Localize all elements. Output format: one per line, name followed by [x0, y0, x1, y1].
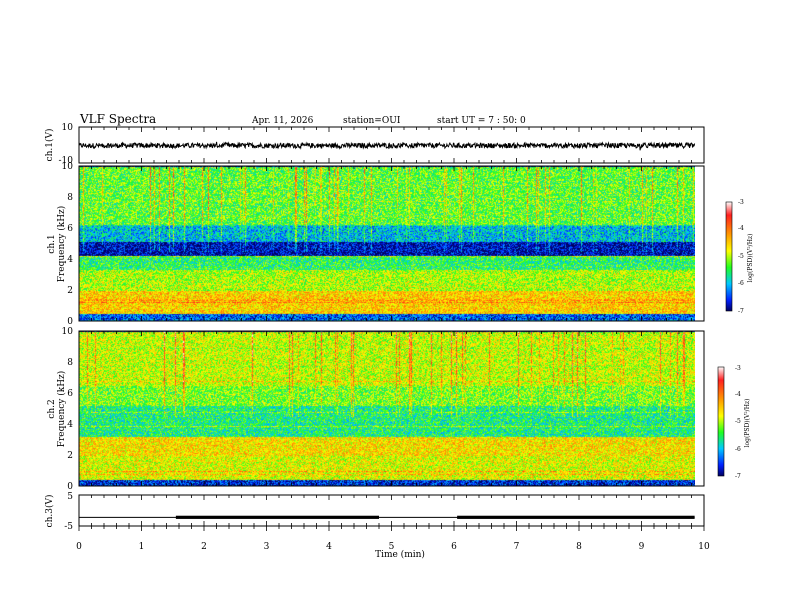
ch1-colorbar: -3 -4 -5 -6 -7 log(PSD)(V²/Hz) [725, 199, 754, 315]
ch1-spectrogram-ticks [78, 166, 705, 321]
ch2-ylabel-frequency: Frequency (kHz) [56, 371, 67, 448]
time-tick-label: 7 [514, 542, 520, 552]
ch1-cb-tick-neg5: -5 [738, 253, 744, 260]
ch2-freq-tick-4: 4 [67, 420, 73, 430]
ch2-colorbar-label: log(PSD)(V²/Hz) [744, 399, 751, 448]
time-axis-tick-labels: 0 1 2 3 4 5 6 7 8 9 10 [76, 542, 710, 552]
ch2-cb-tick-neg7: -7 [735, 473, 741, 480]
ch1-waveform-ticks [78, 127, 705, 163]
ch1-spectrogram-panel: 0 2 4 6 8 10 ch.1 Frequency (kHz) [47, 162, 705, 327]
ch2-freq-tick-2: 2 [67, 451, 73, 461]
ch1-cb-tick-neg3: -3 [738, 199, 744, 206]
time-tick-label: 9 [639, 542, 645, 552]
ch3-thick-segment [457, 515, 695, 519]
time-tick-label: 1 [139, 542, 145, 552]
ch3-ticks [78, 495, 705, 531]
ch2-freq-tick-0: 0 [67, 482, 73, 492]
ch1-freq-tick-4: 4 [67, 255, 73, 265]
station-label: station=OUI [343, 116, 401, 126]
time-tick-label: 3 [264, 542, 270, 552]
ch1-colorbar-gradient [725, 201, 733, 312]
ch2-colorbar: -3 -4 -5 -6 -7 log(PSD)(V²/Hz) [717, 365, 751, 480]
ch1-cb-tick-neg7: -7 [738, 308, 744, 315]
ch1-freq-tick-2: 2 [67, 286, 73, 296]
ch2-freq-tick-6: 6 [67, 389, 73, 399]
ch1-ylabel-top: ch.1 [47, 234, 57, 253]
ch2-ylabel-top: ch.2 [47, 399, 57, 418]
time-tick-label: 8 [576, 542, 582, 552]
time-tick-label: 10 [698, 542, 710, 552]
ch2-cb-tick-neg6: -6 [735, 446, 741, 453]
ch2-cb-tick-neg3: -3 [735, 365, 741, 372]
ch3-ytick-bottom: -5 [64, 522, 73, 532]
ch2-freq-tick-8: 8 [67, 358, 73, 368]
ch3-thick-segments [175, 515, 695, 519]
ch2-colorbar-gradient [717, 366, 725, 477]
time-tick-label: 5 [389, 542, 395, 552]
ch2-spectrogram-image [79, 331, 695, 486]
time-tick-label: 6 [451, 542, 457, 552]
ch2-freq-tick-10: 10 [62, 327, 74, 337]
time-tick-label: 4 [326, 542, 332, 552]
ch1-freq-tick-10: 10 [62, 162, 74, 172]
ch2-cb-tick-neg4: -4 [735, 391, 741, 398]
ch1-freq-tick-6: 6 [67, 224, 73, 234]
ch3-panel: 5 -5 ch.3(V) 0 1 2 3 4 5 6 7 8 9 10 Time (min) [44, 492, 710, 560]
date-label: Apr. 11, 2026 [251, 116, 314, 126]
ch3-ytick-top: 5 [67, 492, 73, 502]
ch1-ylabel: ch.1(V) [44, 129, 55, 162]
ch1-waveform-panel: 10 -10 ch.1(V) [44, 123, 705, 166]
ch1-ytick-bottom: -10 [59, 156, 74, 166]
ch2-cb-tick-neg5: -5 [735, 418, 741, 425]
start-time-label: start UT = 7 : 50: 0 [437, 116, 526, 126]
ch1-ytick-top: 10 [62, 123, 74, 133]
ch1-cb-tick-neg6: -6 [738, 280, 744, 287]
ch1-ylabel-frequency: Frequency (kHz) [56, 206, 67, 283]
ch1-waveform-line [78, 141, 696, 151]
ch2-spectrogram-ticks [78, 331, 705, 486]
ch3-thick-segment [175, 515, 379, 519]
ch2-spectrogram-panel: 0 2 4 6 8 10 ch.2 Frequency (kHz) [47, 327, 705, 492]
time-tick-label: 2 [201, 542, 207, 552]
ch3-ylabel: ch.3(V) [44, 495, 55, 528]
ch1-freq-tick-8: 8 [67, 193, 73, 203]
ch1-colorbar-label: log(PSD)(V²/Hz) [747, 234, 754, 283]
time-tick-label: 0 [76, 542, 82, 552]
ch1-cb-tick-neg4: -4 [738, 225, 744, 232]
ch1-freq-tick-0: 0 [67, 317, 73, 327]
ch1-spectrogram-image [79, 166, 695, 321]
chart-title: VLF Spectra [79, 112, 156, 126]
time-axis-label: Time (min) [375, 549, 425, 560]
